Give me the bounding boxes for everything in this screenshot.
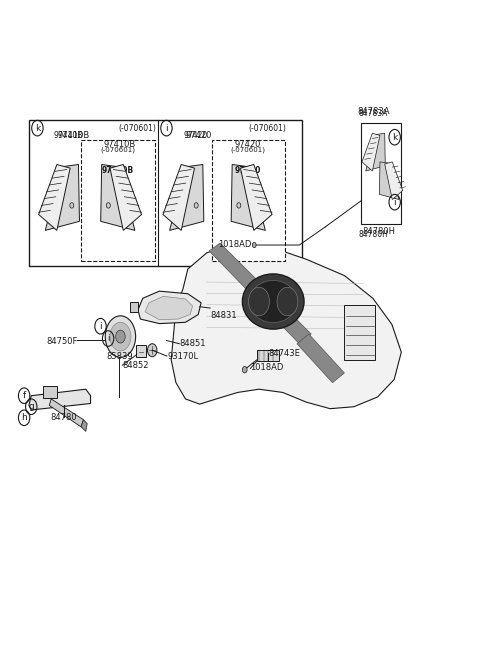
Polygon shape (38, 164, 70, 231)
Polygon shape (171, 243, 401, 409)
Circle shape (249, 288, 269, 316)
Bar (136, 345, 146, 357)
Text: 85839: 85839 (106, 352, 133, 361)
Circle shape (116, 330, 125, 343)
Text: h: h (21, 413, 27, 422)
Text: 84783A: 84783A (359, 109, 388, 118)
Text: 97420: 97420 (235, 166, 262, 176)
Polygon shape (29, 389, 91, 410)
Text: (-070601): (-070601) (231, 147, 266, 153)
Bar (212, 140, 285, 261)
Polygon shape (379, 162, 399, 200)
Text: k: k (392, 133, 397, 141)
Text: 84852: 84852 (122, 362, 149, 370)
Text: 97410B: 97410B (102, 166, 134, 176)
Text: 97420: 97420 (185, 131, 212, 140)
Text: 84851: 84851 (180, 339, 206, 348)
Polygon shape (45, 164, 80, 231)
Text: (-070601): (-070601) (100, 147, 135, 153)
Polygon shape (49, 399, 84, 427)
Text: 84780: 84780 (50, 413, 77, 422)
Polygon shape (209, 243, 311, 344)
Bar (257, 350, 279, 362)
Text: 97410B: 97410B (104, 140, 136, 149)
Circle shape (107, 202, 110, 208)
Polygon shape (384, 162, 403, 200)
Polygon shape (110, 164, 142, 231)
Polygon shape (297, 334, 344, 383)
Text: 93170L: 93170L (168, 352, 199, 360)
Bar (81, 140, 155, 261)
Bar (344, 305, 375, 360)
Circle shape (194, 202, 198, 208)
Text: 84780H: 84780H (359, 230, 388, 239)
Polygon shape (163, 164, 194, 231)
Circle shape (252, 242, 256, 248)
Ellipse shape (242, 274, 304, 329)
Text: 97420: 97420 (183, 131, 207, 140)
Text: k: k (35, 124, 40, 132)
Bar (43, 386, 57, 398)
Bar (361, 123, 401, 223)
Text: 84743E: 84743E (268, 349, 300, 358)
Circle shape (237, 202, 241, 208)
Text: g: g (28, 402, 34, 411)
Text: i: i (99, 322, 102, 331)
Text: 84750F: 84750F (46, 337, 77, 346)
Text: i: i (165, 124, 168, 132)
Bar (29, 120, 301, 266)
Polygon shape (366, 134, 385, 171)
Text: (-070601): (-070601) (118, 124, 156, 133)
Text: 84783A: 84783A (358, 107, 390, 117)
Circle shape (277, 288, 298, 316)
Circle shape (110, 322, 131, 351)
Text: (-070601): (-070601) (248, 124, 286, 133)
Text: 97420: 97420 (234, 140, 261, 149)
Circle shape (242, 366, 247, 373)
Bar (130, 301, 138, 312)
Text: i: i (107, 334, 109, 343)
Circle shape (70, 202, 74, 208)
Circle shape (105, 316, 136, 358)
Text: 84831: 84831 (211, 310, 237, 320)
Polygon shape (240, 164, 272, 231)
Polygon shape (145, 296, 192, 320)
Polygon shape (169, 164, 204, 231)
Polygon shape (231, 164, 265, 231)
Text: 97410B: 97410B (54, 131, 83, 140)
Text: 1018AD: 1018AD (251, 364, 284, 372)
Text: 97410B: 97410B (57, 131, 90, 140)
Circle shape (147, 344, 157, 357)
Polygon shape (81, 420, 87, 432)
Text: i: i (393, 198, 396, 207)
Text: 1018AD: 1018AD (218, 240, 252, 249)
Polygon shape (138, 291, 201, 324)
Text: f: f (23, 391, 26, 400)
Text: 84780H: 84780H (362, 227, 396, 236)
Polygon shape (101, 164, 135, 231)
Polygon shape (362, 134, 380, 171)
Ellipse shape (250, 280, 297, 323)
